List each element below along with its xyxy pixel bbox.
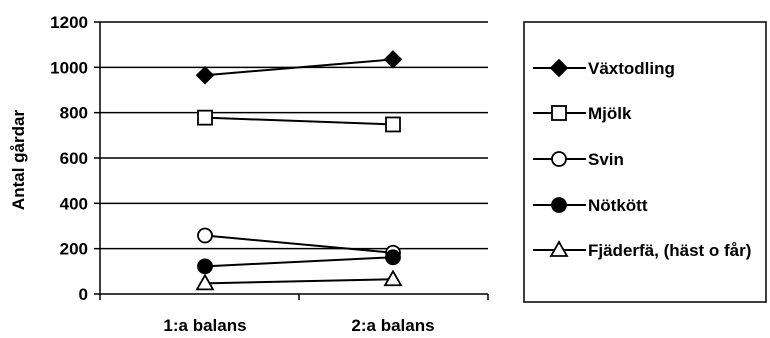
legend-label: Mjölk	[588, 104, 632, 123]
legend-marker	[549, 240, 569, 257]
data-point	[383, 269, 403, 287]
series-2	[197, 227, 401, 261]
data-point	[197, 109, 213, 126]
legend-item: Svin	[533, 150, 624, 169]
data-point	[195, 273, 215, 291]
x-tick-label: 2:a balans	[351, 316, 434, 335]
y-axis-title: Antal gårdar	[9, 110, 28, 211]
x-tick-label: 1:a balans	[163, 316, 246, 335]
data-point	[195, 65, 215, 85]
y-tick-label: 1000	[50, 58, 88, 77]
legend-label: Växtodling	[588, 59, 675, 78]
x-axis-ticks: 1:a balans 2:a balans	[99, 294, 489, 335]
series-4	[195, 269, 403, 291]
grid-lines	[100, 21, 488, 295]
legend-label: Nötkött	[588, 196, 648, 215]
series-1	[197, 109, 401, 133]
legend-marker	[551, 197, 567, 213]
y-tick-label: 800	[60, 104, 88, 123]
legend-item: Nötkött	[533, 196, 648, 215]
series-3	[197, 249, 401, 275]
series-line	[204, 234, 394, 254]
series-group	[195, 50, 403, 291]
legend-marker	[551, 105, 567, 121]
data-point	[383, 50, 403, 69]
series-line	[204, 58, 394, 77]
y-tick-label: 0	[79, 285, 88, 304]
data-point	[385, 249, 401, 266]
legend-item: Växtodling	[533, 58, 675, 78]
legend-item: Fjäderfä, (häst o får)	[533, 240, 751, 260]
series-line	[204, 278, 394, 285]
y-tick-label: 1200	[50, 13, 88, 32]
y-tick-label: 600	[60, 149, 88, 168]
y-tick-label: 200	[60, 240, 88, 259]
series-line	[204, 256, 394, 268]
legend: Växtodling Mjölk Svin Nötkött Fjäderfä, (häs…	[533, 58, 751, 260]
data-point	[197, 227, 213, 244]
series-0	[195, 50, 403, 85]
legend-marker	[549, 58, 569, 78]
data-point	[197, 258, 213, 275]
legend-label: Svin	[588, 150, 624, 169]
legend-marker	[551, 151, 567, 167]
series-line	[204, 116, 394, 126]
y-axis-ticks: 0 200 400 600 800 1000 1200	[50, 13, 100, 304]
y-tick-label: 400	[60, 194, 88, 213]
legend-label: Fjäderfä, (häst o får)	[588, 241, 751, 260]
data-point	[385, 116, 401, 133]
legend-item: Mjölk	[533, 104, 632, 123]
